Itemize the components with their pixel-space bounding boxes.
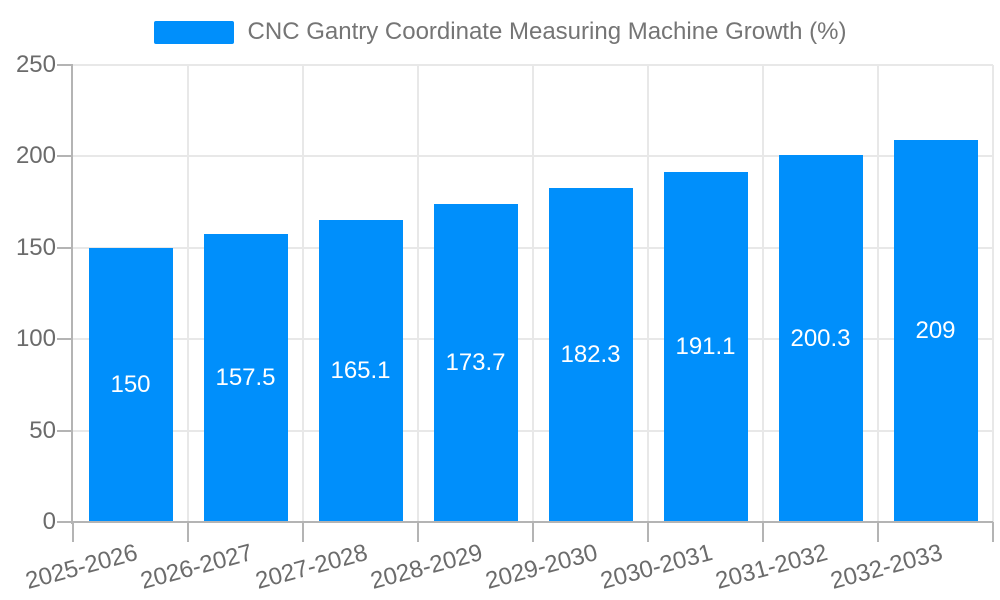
gridline-vertical (647, 64, 649, 522)
bar-value-label: 157.5 (215, 363, 276, 391)
x-axis-label: 2028-2029 (367, 539, 486, 595)
gridline-vertical (762, 64, 764, 522)
x-axis-label: 2027-2028 (252, 539, 371, 595)
bar[interactable]: 182.3 (548, 188, 633, 522)
bar-value-label: 165.1 (330, 356, 391, 384)
y-axis-tick (57, 521, 73, 523)
bar-value-label: 200.3 (790, 324, 851, 352)
y-axis-tick (57, 429, 73, 432)
x-axis-label: 2029-2030 (482, 539, 601, 595)
bar-value-label: 150 (110, 370, 151, 398)
x-axis-tick (72, 522, 74, 542)
legend[interactable]: CNC Gantry Coordinate Measuring Machine … (0, 14, 1000, 50)
y-axis-tick (57, 338, 73, 340)
x-axis-label: 2032-2033 (827, 539, 946, 595)
bar[interactable]: 191.1 (663, 172, 748, 522)
x-axis-tick (992, 522, 994, 542)
bar-value-label: 191.1 (675, 333, 736, 361)
x-axis-tick (647, 522, 649, 542)
x-axis-label: 2031-2032 (712, 539, 831, 595)
bar[interactable]: 165.1 (318, 219, 403, 522)
gridline-vertical (877, 64, 879, 522)
bar-value-label: 173.7 (445, 349, 506, 377)
x-axis-label: 2030-2031 (597, 539, 716, 595)
gridline-vertical (532, 64, 534, 522)
x-axis-tick (302, 522, 304, 542)
bar-value-label: 182.3 (560, 341, 621, 369)
x-axis-label: 2026-2027 (137, 539, 256, 595)
bar[interactable]: 209 (893, 139, 978, 522)
y-axis-label: 200 (15, 142, 56, 169)
x-axis-tick (417, 522, 419, 542)
x-axis-line (71, 521, 993, 523)
legend-label: CNC Gantry Coordinate Measuring Machine … (247, 18, 847, 45)
gridline-vertical (417, 64, 419, 522)
gridline-vertical (302, 64, 304, 522)
y-axis-label: 150 (15, 233, 56, 261)
gridline-vertical (992, 64, 994, 522)
x-axis-label: 2025-2026 (22, 539, 141, 595)
y-axis-label: 100 (15, 325, 56, 352)
bar[interactable]: 200.3 (778, 155, 863, 522)
y-axis-line (71, 64, 73, 524)
x-axis-tick (532, 522, 534, 542)
x-axis-tick (762, 522, 764, 542)
y-axis-label: 0 (42, 508, 56, 535)
legend-swatch (153, 20, 234, 44)
y-axis-label: 250 (15, 50, 56, 78)
gridline-vertical (187, 64, 189, 522)
bar[interactable]: 150 (88, 247, 173, 522)
x-axis-tick (877, 522, 879, 542)
y-axis-tick (57, 246, 73, 249)
y-axis-tick (57, 63, 73, 66)
x-axis-tick (187, 522, 189, 542)
y-axis-label: 50 (29, 416, 56, 444)
bar-value-label: 209 (915, 316, 956, 344)
y-axis-tick (57, 155, 73, 157)
bar[interactable]: 157.5 (203, 233, 288, 522)
bar[interactable]: 173.7 (433, 204, 518, 522)
